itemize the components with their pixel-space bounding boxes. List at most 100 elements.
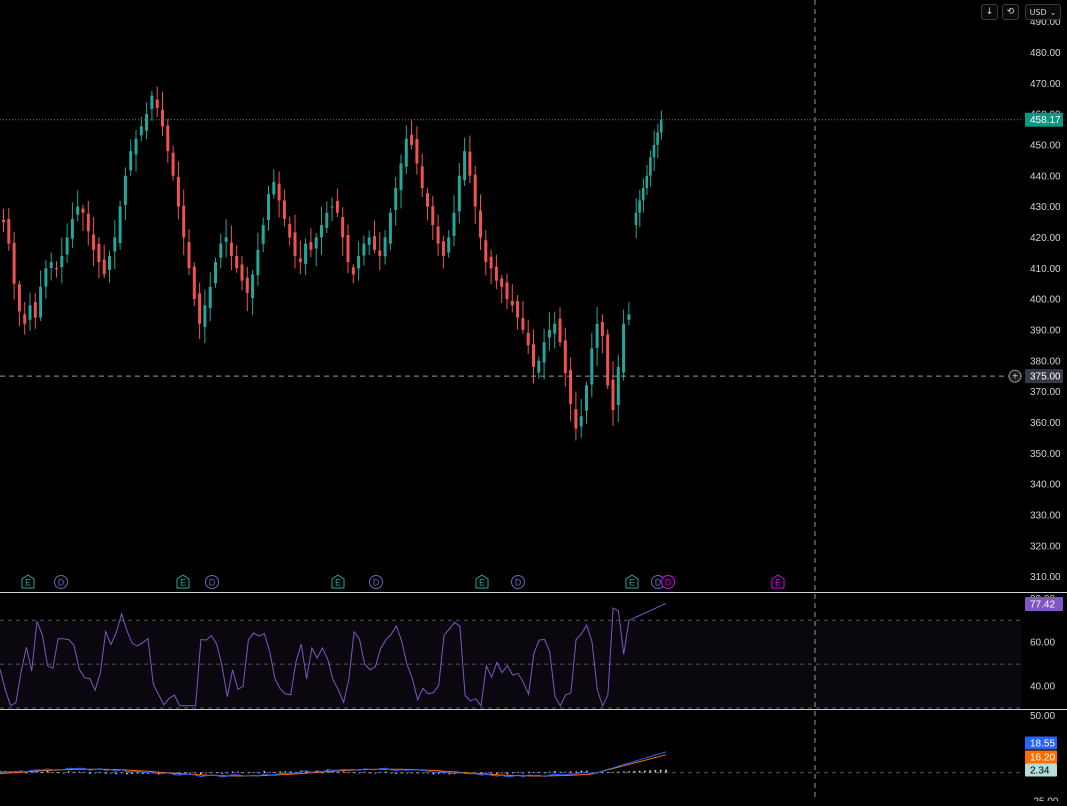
macd-histogram-bar: [490, 772, 493, 774]
candle-body: [12, 242, 16, 284]
price-scale: 490.00480.00470.00460.00450.00440.00430.…: [0, 17, 1067, 710]
macd-histogram-bar: [633, 770, 636, 773]
macd-histogram-bar: [141, 772, 144, 774]
macd-histogram-bar: [617, 771, 620, 773]
macd-histogram-bar: [506, 772, 509, 775]
download-button[interactable]: ↓: [981, 4, 998, 20]
candle-body: [505, 282, 509, 300]
macd-histogram-bar: [622, 771, 625, 773]
candle-body: [410, 134, 414, 145]
candle-body: [616, 366, 620, 405]
macd-histogram-bar: [237, 771, 239, 773]
candle-body: [457, 175, 461, 212]
macd-histogram-bar: [369, 772, 371, 774]
macd-histogram-bar: [533, 772, 535, 773]
candle-body: [367, 237, 371, 245]
candle-body: [17, 284, 21, 312]
candle-body: [28, 305, 32, 320]
currency-label: USD: [1029, 7, 1047, 17]
candle-body: [44, 268, 48, 287]
candle-body: [585, 385, 588, 411]
dividend-marker: D: [205, 575, 219, 589]
scale-tags: 458.17 375.00 77.42 18.55 16.20 2.34: [1025, 112, 1063, 777]
candle-body: [600, 322, 604, 337]
candle-body: [463, 151, 467, 181]
macd-histogram-bar: [210, 772, 213, 774]
candle-body: [155, 99, 159, 108]
macd-histogram-bar: [353, 772, 355, 773]
dividend-icon: [205, 575, 219, 589]
macd-histogram-bar: [527, 771, 530, 773]
macd-histogram-bar: [284, 771, 287, 773]
macd-histogram-bar: [654, 770, 657, 773]
macd-histogram-bar: [89, 772, 91, 774]
macd-histogram-bar: [559, 771, 562, 773]
macd-histogram-bar: [638, 770, 641, 773]
candle-body: [166, 125, 170, 152]
candle-body: [473, 174, 477, 207]
event-marker-label: E: [25, 578, 31, 588]
candle-body: [282, 200, 286, 219]
macd-histogram-bar: [517, 772, 519, 773]
candle-body: [134, 138, 138, 155]
macd-histogram-bar: [215, 772, 218, 774]
currency-selector[interactable]: USD ⌄: [1025, 4, 1061, 20]
macd-pane: 50.000.00-25.00: [0, 711, 1059, 806]
macd-histogram-bar: [189, 772, 192, 774]
candle-body: [298, 258, 302, 263]
candle-body: [415, 138, 419, 164]
candle-body: [362, 243, 366, 256]
candle-body: [256, 249, 260, 276]
candle-body: [468, 151, 472, 176]
candle-body: [383, 237, 387, 257]
dividend-icon: [511, 575, 525, 589]
macd-histogram-tag: [1025, 763, 1057, 777]
earnings-icon: [771, 574, 785, 589]
candle-body: [441, 241, 445, 256]
candle-body: [139, 126, 143, 136]
macd-histogram-bar: [564, 771, 567, 773]
price-tick-label: 390.00: [1030, 325, 1061, 336]
candle-body: [229, 242, 233, 256]
macd-histogram-bar: [41, 771, 44, 773]
macd-histogram-bar: [554, 771, 556, 773]
macd-histogram-bar: [358, 772, 361, 774]
candle-body: [235, 255, 239, 269]
candle-body: [634, 212, 638, 226]
candle-body: [641, 188, 645, 201]
last-price-value: 458.17: [1030, 115, 1061, 126]
macd-histogram-bar: [184, 772, 186, 774]
candle-body: [547, 329, 551, 338]
price-tick-label: 310.00: [1030, 572, 1061, 583]
earnings-marker: E: [475, 574, 489, 589]
plus-icon: +: [1012, 372, 1018, 383]
candle-body: [563, 340, 567, 374]
rsi-tick-label: 60.00: [1030, 638, 1055, 649]
price-tick-label: 470.00: [1030, 79, 1061, 90]
macd-histogram-bar: [252, 772, 255, 773]
dividend-marker: D: [54, 575, 68, 589]
macd-value-tag-value: 18.55: [1030, 739, 1055, 750]
dividend-marker: D: [369, 575, 383, 589]
reset-button[interactable]: ⟲: [1002, 4, 1019, 20]
macd-histogram-bar: [543, 772, 546, 774]
macd-histogram-bar: [221, 772, 223, 774]
candle-body: [420, 166, 424, 189]
macd-histogram-bar: [316, 771, 318, 773]
candle-body: [325, 212, 329, 228]
rsi-line: [0, 602, 667, 708]
macd-histogram-bar: [580, 770, 583, 773]
candle-body: [399, 163, 403, 191]
candle-body: [452, 212, 456, 236]
candle-body: [346, 234, 350, 263]
macd-histogram-bar: [601, 772, 604, 774]
candle-body: [656, 132, 659, 145]
earnings-marker: E: [771, 574, 785, 589]
candle-body: [192, 266, 196, 300]
macd-histogram-bar: [36, 771, 38, 773]
candle-body: [150, 95, 154, 110]
macd-histogram-bar: [295, 771, 297, 773]
macd-histogram-bar: [157, 772, 160, 775]
